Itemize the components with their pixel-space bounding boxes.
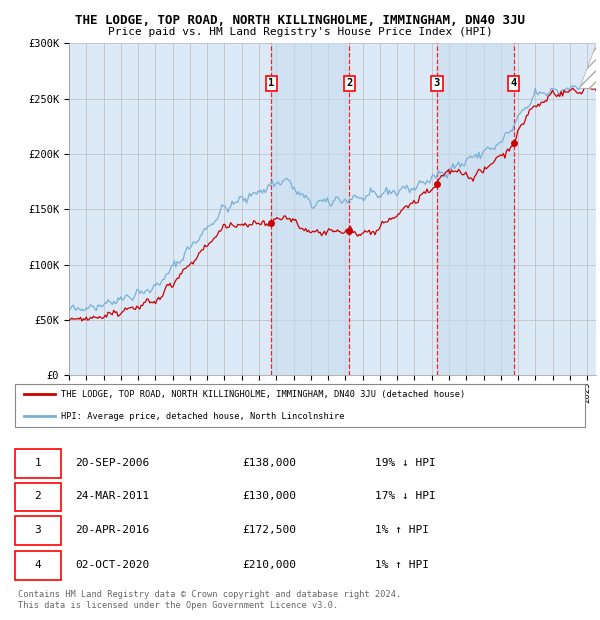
Text: 17% ↓ HPI: 17% ↓ HPI (375, 491, 436, 502)
Text: 1% ↑ HPI: 1% ↑ HPI (375, 525, 429, 534)
Text: £210,000: £210,000 (242, 560, 296, 570)
Text: 2: 2 (35, 491, 41, 502)
Text: 02-OCT-2020: 02-OCT-2020 (76, 560, 149, 570)
Text: £138,000: £138,000 (242, 458, 296, 468)
Bar (271, 43, 349, 375)
Polygon shape (578, 43, 596, 87)
Text: 20-SEP-2006: 20-SEP-2006 (76, 458, 149, 468)
Text: 1% ↑ HPI: 1% ↑ HPI (375, 560, 429, 570)
Text: THE LODGE, TOP ROAD, NORTH KILLINGHOLME, IMMINGHAM, DN40 3JU: THE LODGE, TOP ROAD, NORTH KILLINGHOLME,… (75, 14, 525, 27)
FancyBboxPatch shape (15, 516, 61, 545)
Text: Contains HM Land Registry data © Crown copyright and database right 2024.
This d: Contains HM Land Registry data © Crown c… (18, 590, 401, 609)
Text: HPI: Average price, detached house, North Lincolnshire: HPI: Average price, detached house, Nort… (61, 412, 344, 421)
Text: £172,500: £172,500 (242, 525, 296, 534)
Text: 4: 4 (511, 78, 517, 88)
Text: 1: 1 (35, 458, 41, 468)
Text: 2: 2 (346, 78, 352, 88)
FancyBboxPatch shape (15, 551, 61, 580)
FancyBboxPatch shape (15, 384, 585, 427)
Text: Price paid vs. HM Land Registry's House Price Index (HPI): Price paid vs. HM Land Registry's House … (107, 27, 493, 37)
Text: £130,000: £130,000 (242, 491, 296, 502)
Text: 4: 4 (35, 560, 41, 570)
FancyBboxPatch shape (15, 482, 61, 512)
Text: THE LODGE, TOP ROAD, NORTH KILLINGHOLME, IMMINGHAM, DN40 3JU (detached house): THE LODGE, TOP ROAD, NORTH KILLINGHOLME,… (61, 389, 465, 399)
Text: 24-MAR-2011: 24-MAR-2011 (76, 491, 149, 502)
Bar (437, 43, 514, 375)
Text: 1: 1 (268, 78, 275, 88)
FancyBboxPatch shape (15, 449, 61, 478)
Text: 3: 3 (35, 525, 41, 534)
Text: 19% ↓ HPI: 19% ↓ HPI (375, 458, 436, 468)
Text: 20-APR-2016: 20-APR-2016 (76, 525, 149, 534)
Text: 3: 3 (434, 78, 440, 88)
